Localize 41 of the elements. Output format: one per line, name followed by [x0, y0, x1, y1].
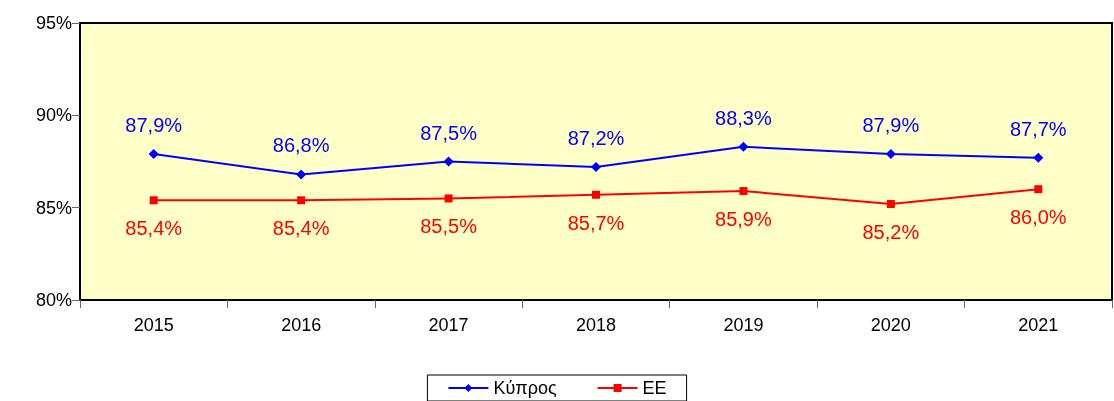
data-label: 87,5%: [420, 121, 478, 144]
data-label: 85,4%: [125, 217, 183, 240]
x-tick-label: 2018: [575, 315, 617, 335]
data-label: 87,9%: [125, 114, 183, 137]
point: [592, 190, 600, 199]
point: [886, 199, 895, 208]
data-label: 86,8%: [272, 134, 330, 157]
x-tick-label: 2016: [281, 315, 322, 335]
legend-label: Κύπρος: [493, 378, 557, 398]
point: [1034, 185, 1043, 194]
point: [444, 194, 453, 203]
point: [296, 169, 307, 180]
y-tick-label: 90%: [35, 105, 72, 126]
point: [738, 141, 749, 152]
x-tick-label: 2021: [1018, 315, 1059, 335]
point: [591, 162, 601, 173]
x-tick-label: 2020: [870, 315, 911, 335]
point: [1033, 152, 1044, 163]
point: [148, 149, 159, 160]
point: [739, 187, 748, 196]
data-label: 85,9%: [715, 208, 772, 231]
y-tick-label: 85%: [35, 197, 72, 218]
data-label: 88,3%: [715, 106, 772, 129]
point: [149, 196, 158, 205]
data-label: 85,7%: [567, 211, 625, 234]
legend-label: ΕΕ: [642, 378, 667, 398]
data-label: 87,9%: [862, 114, 920, 137]
point: [885, 149, 896, 160]
point: [297, 196, 306, 205]
x-tick-label: 2019: [723, 315, 764, 335]
point: [443, 156, 454, 167]
data-label: 85,2%: [862, 220, 920, 243]
data-label: 85,4%: [272, 217, 330, 240]
data-label: 87,7%: [1009, 117, 1067, 140]
data-label: 85,5%: [420, 215, 478, 238]
y-tick-label: 95%: [35, 13, 72, 33]
data-label: 86,0%: [1009, 206, 1067, 229]
x-tick-label: 2015: [133, 315, 174, 335]
x-tick-label: 2017: [428, 315, 469, 335]
y-tick-label: 80%: [35, 290, 72, 310]
data-label: 87,2%: [567, 127, 625, 150]
